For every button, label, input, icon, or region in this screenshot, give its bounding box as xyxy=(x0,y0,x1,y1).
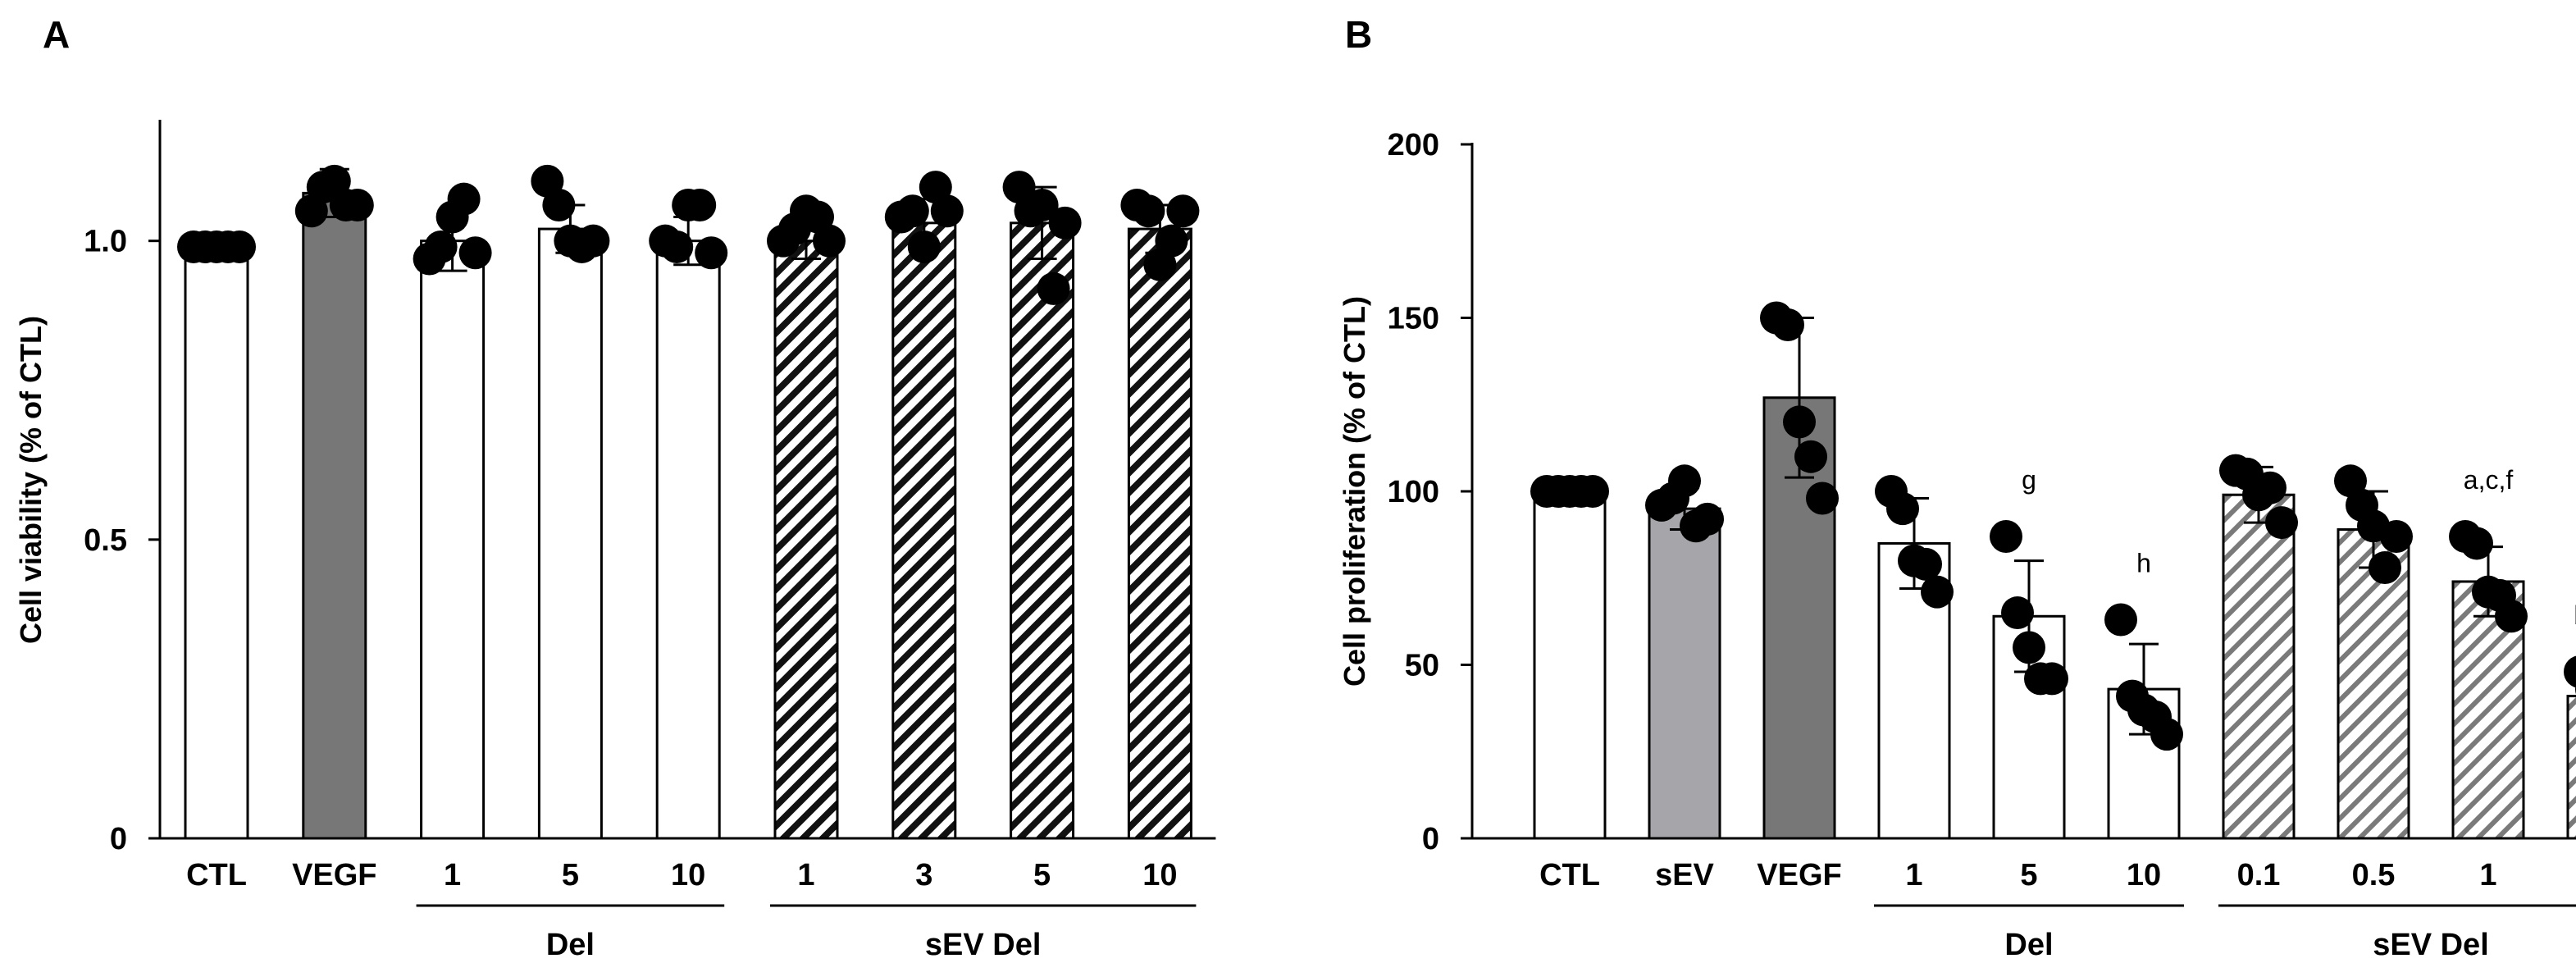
data-point xyxy=(1806,482,1839,515)
data-point xyxy=(2380,519,2413,553)
data-point xyxy=(2369,551,2401,585)
data-point xyxy=(907,230,941,263)
group-label: sEV Del xyxy=(925,928,1042,962)
data-point xyxy=(1155,224,1188,258)
y-axis-label: Cell viability (% of CTL) xyxy=(14,316,48,644)
data-point xyxy=(1771,308,1804,341)
data-point xyxy=(1783,405,1816,439)
x-tick-label: 1 xyxy=(444,858,461,892)
data-point xyxy=(1037,272,1070,305)
group-label: Del xyxy=(2004,928,2053,962)
data-point xyxy=(340,188,374,221)
data-point xyxy=(542,188,576,221)
bar xyxy=(655,240,721,840)
bar xyxy=(302,191,367,840)
data-point xyxy=(2495,600,2528,633)
data-point xyxy=(424,230,458,263)
x-tick-label: VEGF xyxy=(1757,858,1841,892)
bar xyxy=(773,240,839,840)
panel-letter: A xyxy=(43,13,70,56)
y-tick-label: 0 xyxy=(1422,822,1439,856)
significance-label: a,c,f xyxy=(2464,465,2514,495)
y-tick-label: 50 xyxy=(1405,649,1439,683)
group-label: sEV Del xyxy=(2373,928,2489,962)
data-point xyxy=(1048,206,1082,240)
data-point xyxy=(2001,596,2034,630)
data-point xyxy=(1921,575,1954,609)
data-point xyxy=(896,194,929,228)
data-point xyxy=(1886,492,1919,526)
x-tick-label: 10 xyxy=(2127,858,2161,892)
x-tick-label: CTL xyxy=(186,858,247,892)
data-point xyxy=(1132,194,1165,228)
x-tick-label: 10 xyxy=(671,858,705,892)
significance-label: b,d,e xyxy=(2574,600,2576,630)
data-point xyxy=(2334,464,2367,498)
significance-label: g xyxy=(2022,465,2036,495)
data-point xyxy=(1576,475,1609,508)
data-point xyxy=(683,188,717,221)
y-tick-label: 0 xyxy=(110,822,127,856)
x-tick-label: 1 xyxy=(797,858,814,892)
bar xyxy=(1127,227,1192,840)
bar xyxy=(1010,221,1075,840)
data-point xyxy=(577,224,610,258)
bar xyxy=(2566,695,2576,840)
panel-letter: B xyxy=(1345,13,1372,56)
x-tick-label: CTL xyxy=(1539,858,1600,892)
x-tick-label: VEGF xyxy=(292,858,376,892)
data-point xyxy=(813,224,846,258)
data-point xyxy=(660,230,694,263)
data-point xyxy=(1166,194,1200,228)
x-tick-label: 3 xyxy=(915,858,932,892)
y-tick-label: 150 xyxy=(1388,302,1439,336)
bar xyxy=(1648,507,1721,840)
x-tick-label: 0.5 xyxy=(2352,858,2396,892)
y-tick-label: 200 xyxy=(1388,128,1439,162)
bar xyxy=(891,221,957,840)
x-tick-label: 1 xyxy=(1905,858,1922,892)
data-point xyxy=(458,236,492,270)
data-point xyxy=(223,230,256,263)
data-point xyxy=(2013,631,2045,664)
data-point xyxy=(1668,464,1701,498)
y-tick-label: 0.5 xyxy=(84,523,127,558)
data-point xyxy=(1909,547,1942,581)
data-point xyxy=(1990,519,2022,553)
x-tick-label: 5 xyxy=(1033,858,1051,892)
data-point xyxy=(2150,718,2183,751)
data-point xyxy=(447,182,481,216)
data-point xyxy=(1691,502,1724,536)
bar xyxy=(184,245,249,840)
panel-b: B Cell proliferation (% of CTL) 0 50 100 150 2… xyxy=(1338,13,2576,962)
data-point xyxy=(2104,603,2137,637)
y-tick-label: 1.0 xyxy=(84,225,127,259)
x-tick-label: 0.1 xyxy=(2237,858,2281,892)
data-point xyxy=(2564,655,2576,688)
data-point xyxy=(695,236,728,270)
x-tick-label: 5 xyxy=(2020,858,2037,892)
bar xyxy=(1533,490,1607,840)
panel-a: A Cell viability (% of CTL) 0 0.5 1.0 CTL VEGF… xyxy=(14,13,1216,962)
y-tick-label: 100 xyxy=(1388,475,1439,509)
x-tick-label: 10 xyxy=(1142,858,1177,892)
data-point xyxy=(2254,471,2286,504)
x-tick-label: 1 xyxy=(2479,858,2496,892)
y-axis-label: Cell proliferation (% of CTL) xyxy=(1338,296,1371,687)
bar xyxy=(537,227,603,840)
significance-label: h xyxy=(2136,549,2151,578)
data-point xyxy=(930,194,964,228)
x-tick-label: 5 xyxy=(562,858,579,892)
data-point xyxy=(2265,506,2298,540)
data-point xyxy=(1794,440,1827,473)
bar xyxy=(2222,493,2296,840)
data-point xyxy=(2460,527,2493,560)
bar xyxy=(420,240,486,840)
data-point xyxy=(2036,662,2068,696)
x-tick-label: sEV xyxy=(1655,858,1714,892)
group-label: Del xyxy=(546,928,595,962)
data-point xyxy=(1025,188,1059,221)
